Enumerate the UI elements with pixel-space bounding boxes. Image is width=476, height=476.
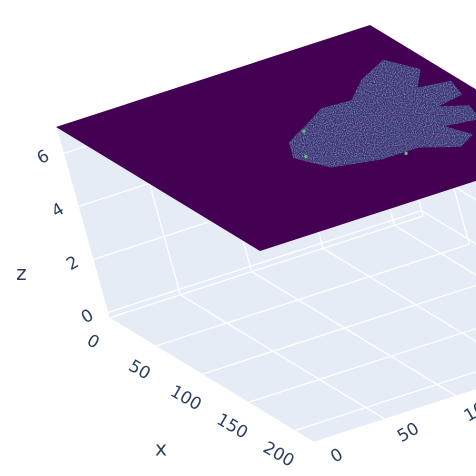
x-tick-label: 150: [213, 410, 251, 444]
y-tick-label: 100: [461, 393, 476, 427]
surface-highlight: [304, 154, 308, 159]
x-tick-label: 100: [167, 382, 205, 416]
x-gridline: [155, 243, 470, 347]
x-gridline: [294, 371, 476, 432]
surface-feature-texture: [288, 59, 476, 168]
y-tick-label: 50: [394, 419, 423, 447]
z-tick-label: 2: [63, 252, 82, 275]
x-axis-title: x: [155, 437, 167, 461]
y-tick-label: 0: [327, 445, 346, 468]
surface-layer[interactable]: [56, 25, 476, 251]
y-gridline: [180, 294, 385, 420]
x-tick-label: 0: [83, 331, 102, 354]
x-gridline: [201, 284, 476, 375]
z-axis-title: z: [16, 261, 27, 285]
x-gridline: [108, 215, 424, 319]
x-tick-label: 50: [125, 356, 154, 384]
y-gridline: [322, 247, 476, 343]
z-tick-label: 4: [48, 199, 67, 222]
surface-highlight: [404, 151, 408, 155]
y-gridline: [394, 224, 476, 276]
y-gridline: [251, 271, 457, 397]
z-tick-label: 6: [34, 146, 53, 169]
z-gridline: [421, 210, 476, 245]
y-gridline: [55, 126, 110, 319]
x-gridline: [247, 327, 476, 404]
z-tick-label: 0: [78, 305, 97, 328]
x-tick-label: 200: [259, 438, 297, 472]
z-gridline: [107, 210, 422, 314]
y-gridline: [108, 317, 314, 443]
surface-highlight: [302, 129, 306, 133]
